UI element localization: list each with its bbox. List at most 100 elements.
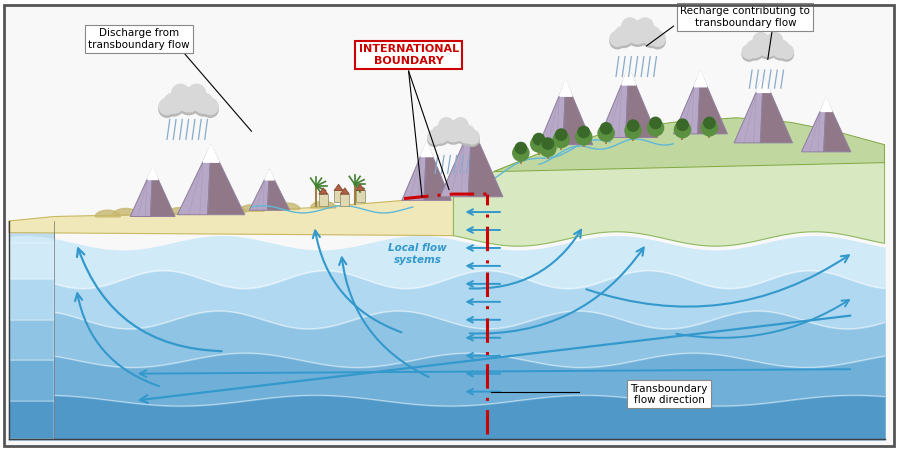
Circle shape <box>779 47 794 61</box>
Circle shape <box>598 125 614 141</box>
Polygon shape <box>178 145 211 215</box>
Polygon shape <box>9 279 54 320</box>
Circle shape <box>767 32 782 48</box>
Circle shape <box>453 120 468 135</box>
Polygon shape <box>265 170 274 180</box>
Polygon shape <box>250 170 269 210</box>
Circle shape <box>628 120 638 131</box>
Polygon shape <box>9 244 54 279</box>
Polygon shape <box>207 145 244 215</box>
Polygon shape <box>9 221 54 439</box>
Bar <box>340 194 349 206</box>
Circle shape <box>610 31 625 46</box>
Circle shape <box>622 18 638 34</box>
Circle shape <box>642 26 661 45</box>
Circle shape <box>622 20 638 37</box>
Circle shape <box>177 90 201 115</box>
Polygon shape <box>356 184 365 190</box>
Circle shape <box>439 118 454 133</box>
Circle shape <box>650 34 665 49</box>
Polygon shape <box>801 98 826 152</box>
Polygon shape <box>494 118 885 172</box>
Polygon shape <box>756 75 770 92</box>
Polygon shape <box>113 208 138 215</box>
Circle shape <box>742 47 756 61</box>
Circle shape <box>159 98 175 115</box>
Polygon shape <box>420 142 433 156</box>
Polygon shape <box>9 360 54 400</box>
Polygon shape <box>149 209 174 215</box>
Polygon shape <box>453 134 885 246</box>
Circle shape <box>465 130 480 144</box>
Circle shape <box>753 35 769 50</box>
Circle shape <box>193 96 214 116</box>
Circle shape <box>626 21 649 44</box>
Polygon shape <box>268 170 289 210</box>
Circle shape <box>753 32 769 48</box>
Polygon shape <box>600 68 629 138</box>
Circle shape <box>601 123 612 134</box>
Circle shape <box>610 34 625 49</box>
Circle shape <box>772 42 789 60</box>
Circle shape <box>746 42 763 60</box>
Polygon shape <box>257 204 282 210</box>
Circle shape <box>427 133 442 147</box>
Circle shape <box>542 138 553 149</box>
Circle shape <box>626 23 649 46</box>
Circle shape <box>432 125 449 143</box>
Circle shape <box>172 87 189 105</box>
Polygon shape <box>130 167 153 216</box>
Polygon shape <box>9 320 54 360</box>
Circle shape <box>188 87 206 105</box>
Circle shape <box>647 120 664 136</box>
Circle shape <box>757 35 779 56</box>
Circle shape <box>458 125 475 143</box>
Circle shape <box>188 84 206 102</box>
Circle shape <box>159 101 175 117</box>
Circle shape <box>772 40 789 58</box>
Circle shape <box>177 87 201 112</box>
Circle shape <box>701 120 718 136</box>
Text: Transboundary
flow direction: Transboundary flow direction <box>630 383 708 405</box>
Polygon shape <box>563 80 593 145</box>
Circle shape <box>704 117 715 129</box>
Polygon shape <box>9 400 54 439</box>
Polygon shape <box>761 75 792 143</box>
Circle shape <box>202 98 218 115</box>
Text: INTERNATIONAL
BOUNDARY: INTERNATIONAL BOUNDARY <box>358 44 459 66</box>
Circle shape <box>614 26 633 45</box>
Circle shape <box>202 101 218 117</box>
Polygon shape <box>820 98 832 111</box>
Circle shape <box>757 38 779 59</box>
Polygon shape <box>539 80 566 145</box>
Circle shape <box>432 128 449 145</box>
Circle shape <box>625 122 641 138</box>
Circle shape <box>513 145 529 161</box>
Polygon shape <box>621 68 636 85</box>
Polygon shape <box>402 142 427 200</box>
Circle shape <box>578 126 589 138</box>
Circle shape <box>515 143 526 154</box>
Polygon shape <box>185 207 210 213</box>
Circle shape <box>642 29 661 47</box>
Bar <box>319 194 328 206</box>
Polygon shape <box>735 75 763 143</box>
Circle shape <box>746 40 763 58</box>
Bar <box>334 190 343 202</box>
Polygon shape <box>424 142 452 200</box>
Circle shape <box>576 129 592 145</box>
Polygon shape <box>440 125 471 197</box>
Circle shape <box>553 131 569 147</box>
Circle shape <box>677 119 688 130</box>
Polygon shape <box>131 209 156 216</box>
Circle shape <box>163 96 184 116</box>
Text: Local flow
systems: Local flow systems <box>388 244 447 265</box>
Polygon shape <box>221 206 246 212</box>
Polygon shape <box>147 167 158 179</box>
Circle shape <box>540 140 556 156</box>
Polygon shape <box>464 125 479 143</box>
Circle shape <box>443 123 464 144</box>
Polygon shape <box>674 71 700 134</box>
Circle shape <box>172 84 189 102</box>
Circle shape <box>465 133 480 147</box>
